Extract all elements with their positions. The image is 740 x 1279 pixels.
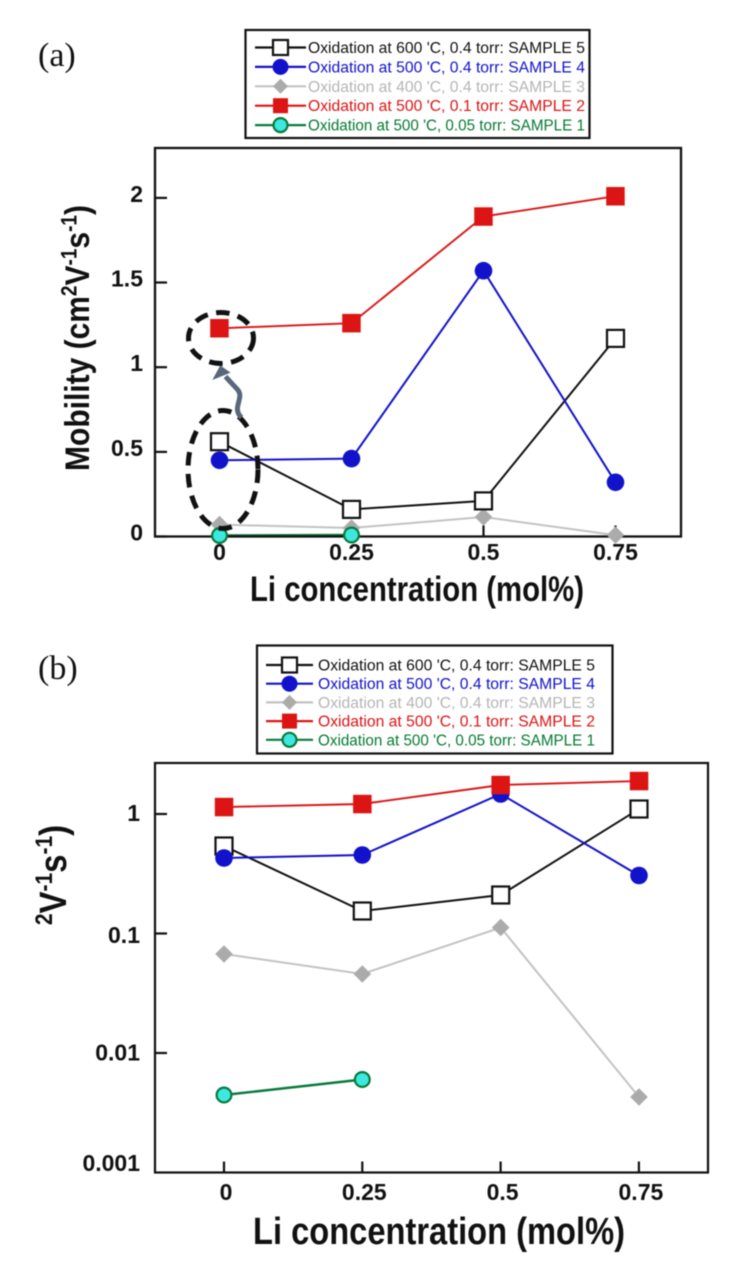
- svg-text:0.25: 0.25: [342, 1179, 387, 1205]
- svg-text:(b): (b): [38, 650, 78, 687]
- svg-text:1: 1: [127, 800, 140, 826]
- svg-text:Oxidation at 500 'C, 0.4 torr:: Oxidation at 500 'C, 0.4 torr: SAMPLE 4: [318, 676, 595, 693]
- svg-text:0.001: 0.001: [82, 1150, 140, 1176]
- svg-text:0: 0: [220, 1179, 233, 1205]
- svg-text:Oxidation at 500 'C, 0.1 torr:: Oxidation at 500 'C, 0.1 torr: SAMPLE 2: [318, 714, 595, 731]
- svg-text:(a): (a): [38, 37, 76, 74]
- svg-text:0: 0: [213, 539, 226, 565]
- svg-text:Oxidation at 600 'C, 0.4 torr:: Oxidation at 600 'C, 0.4 torr: SAMPLE 5: [308, 40, 585, 57]
- svg-text:0.5: 0.5: [487, 1179, 519, 1205]
- svg-text:0.75: 0.75: [619, 1179, 664, 1205]
- svg-text:Li concentration (mol%): Li concentration (mol%): [253, 1211, 625, 1253]
- svg-text:Oxidation at 500 'C, 0.1 torr:: Oxidation at 500 'C, 0.1 torr: SAMPLE 2: [308, 98, 585, 115]
- svg-text:Oxidation at 600 'C, 0.4 torr:: Oxidation at 600 'C, 0.4 torr: SAMPLE 5: [318, 658, 595, 675]
- svg-text:Li concentration (mol%): Li concentration (mol%): [250, 570, 584, 609]
- svg-text:Oxidation at 500 'C, 0.05 torr: Oxidation at 500 'C, 0.05 torr: SAMPLE 1: [318, 732, 595, 749]
- svg-text:Oxidation at 400 'C, 0.4 torr:: Oxidation at 400 'C, 0.4 torr: SAMPLE 3: [318, 695, 595, 712]
- svg-text:1.5: 1.5: [111, 266, 143, 292]
- svg-text:1: 1: [130, 350, 143, 376]
- svg-text:2V-1s-1): 2V-1s-1): [31, 825, 75, 925]
- svg-text:0.1: 0.1: [108, 922, 140, 948]
- svg-text:Oxidation at 400 'C, 0.4 torr:: Oxidation at 400 'C, 0.4 torr: SAMPLE 3: [308, 79, 585, 96]
- svg-text:Mobility (cm2V-1s-1): Mobility (cm2V-1s-1): [57, 205, 96, 471]
- svg-text:0.01: 0.01: [95, 1040, 140, 1066]
- svg-text:Oxidation at 500 'C, 0.05 torr: Oxidation at 500 'C, 0.05 torr: SAMPLE 1: [308, 118, 585, 135]
- svg-text:2: 2: [130, 181, 143, 207]
- svg-text:0.5: 0.5: [111, 435, 143, 461]
- svg-text:Oxidation at 500 'C, 0.4 torr:: Oxidation at 500 'C, 0.4 torr: SAMPLE 4: [308, 59, 585, 76]
- svg-text:0: 0: [130, 520, 143, 546]
- svg-text:0.5: 0.5: [468, 539, 500, 565]
